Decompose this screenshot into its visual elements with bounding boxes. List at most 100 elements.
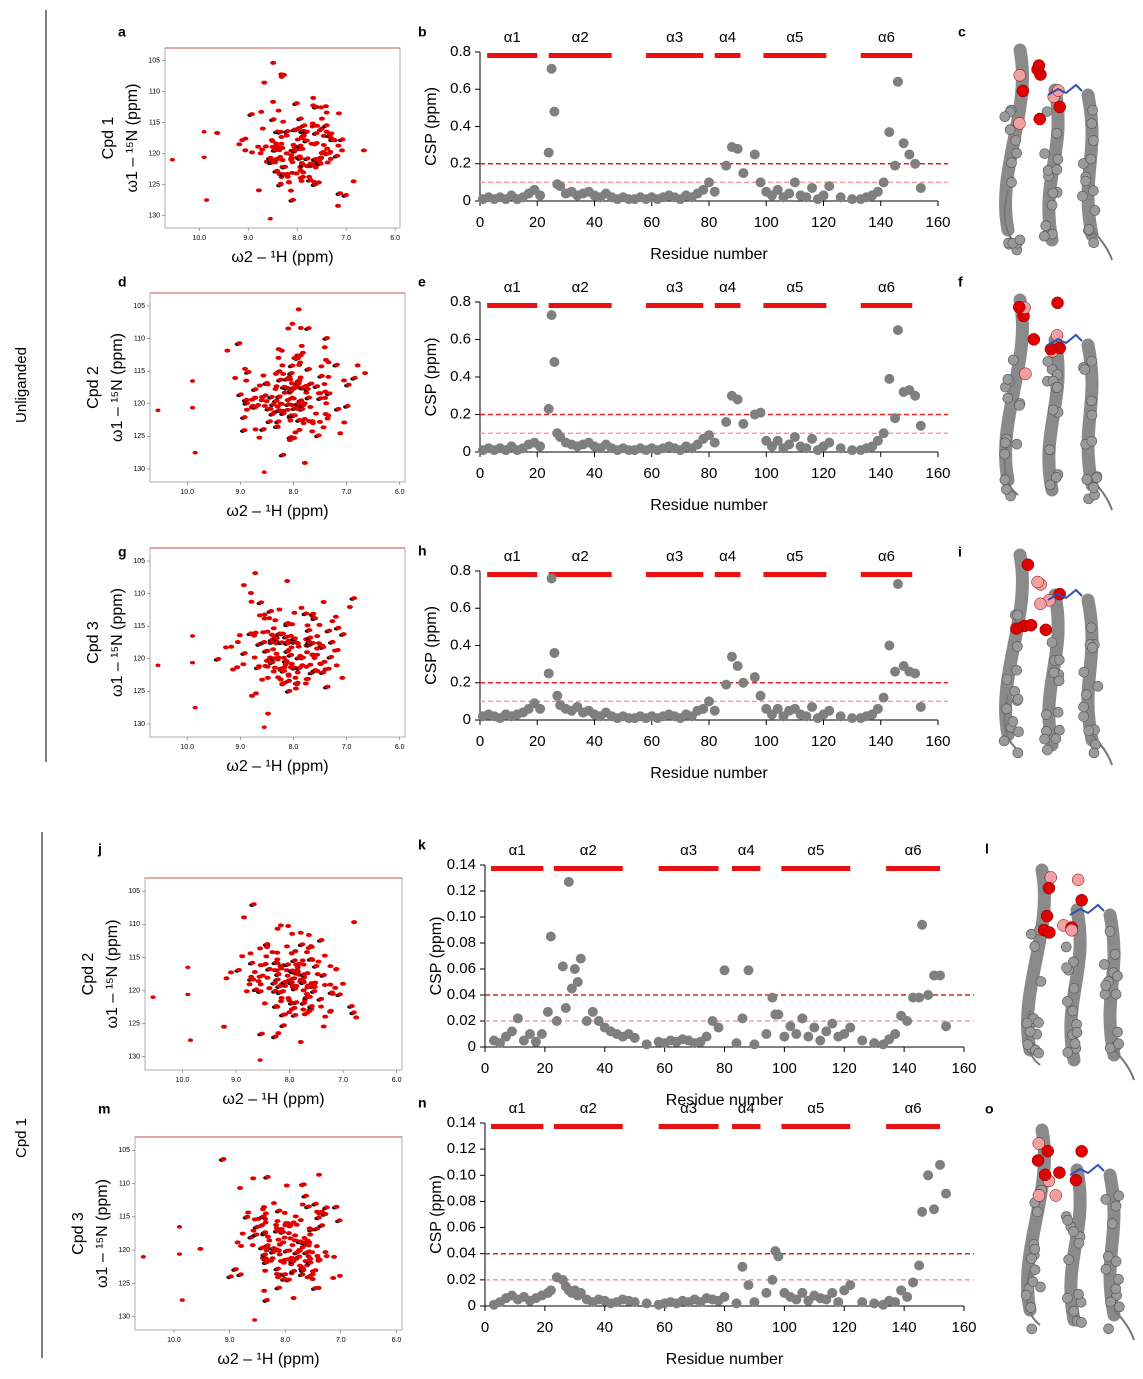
- spectrum-peak: [274, 961, 281, 966]
- spectrum-peak: [289, 968, 296, 973]
- spectrum-peak: [274, 977, 281, 982]
- spectrum-peak: [273, 1004, 280, 1009]
- spectrum-peak: [315, 433, 322, 438]
- data-point: [872, 703, 883, 714]
- group-label: Unliganded: [13, 347, 30, 423]
- spectrum-peak: [294, 137, 301, 142]
- residue-sphere: [1078, 701, 1089, 713]
- spectrum-peak: [291, 1268, 298, 1273]
- spectrum-peak: [278, 141, 285, 146]
- spectrum-peak: [285, 962, 292, 967]
- data-point: [543, 668, 554, 679]
- spectrum-peak: [276, 1208, 283, 1213]
- spectrum-peak: [280, 1023, 287, 1028]
- spectrum-peak: [314, 634, 321, 639]
- perturbed-residue: [1033, 112, 1047, 126]
- residue-sphere: [1068, 1226, 1079, 1237]
- spectrum-peak: [284, 407, 291, 412]
- data-point: [801, 711, 812, 722]
- x-tick-label: 40: [596, 1319, 613, 1336]
- data-point: [767, 1274, 778, 1285]
- spectrum-peak: [288, 652, 295, 657]
- spectrum-peak: [320, 133, 327, 138]
- spectrum-peak: [284, 385, 291, 390]
- y-tick-label: 0.2: [450, 405, 471, 422]
- helix-bar: [658, 866, 719, 871]
- spectrum-peak: [316, 128, 323, 133]
- spectrum-peak: [296, 427, 303, 432]
- y-tick-label: 105: [128, 888, 140, 895]
- spectrum-peak: [307, 662, 314, 667]
- spectrum-peak: [288, 980, 295, 985]
- spectrum-peak: [189, 660, 196, 665]
- spectrum-peak: [227, 970, 234, 975]
- spectrum-peak: [237, 1186, 244, 1191]
- data-point: [824, 181, 835, 192]
- spectrum-peak: [354, 363, 361, 368]
- data-point: [785, 1021, 796, 1032]
- spectrum-peak: [282, 662, 289, 667]
- spectrum-peak: [304, 985, 311, 990]
- x-tick-label: 140: [868, 733, 893, 750]
- data-point: [833, 1297, 844, 1308]
- spectrum-peak: [300, 385, 307, 390]
- spectrum-peak: [255, 144, 262, 149]
- spectrum-peak: [252, 427, 259, 432]
- spectrum-peak: [288, 645, 295, 650]
- helix-label: α3: [680, 1100, 697, 1117]
- spectrum-peak: [248, 599, 255, 604]
- perturbed-residue: [1031, 575, 1044, 589]
- data-point: [772, 435, 783, 446]
- spectrum-peak: [274, 957, 281, 962]
- perturbed-residue: [1069, 1173, 1083, 1187]
- spectrum-peak: [259, 147, 266, 152]
- spectrum-peak: [286, 688, 293, 693]
- spectrum-peak: [284, 398, 291, 403]
- spectrum-peak: [283, 133, 290, 138]
- spectrum-peak: [197, 1246, 204, 1251]
- data-point: [824, 705, 835, 716]
- residue-sphere: [1051, 382, 1063, 393]
- residue-sphere: [1027, 1276, 1039, 1287]
- spectrum-peak: [248, 974, 255, 979]
- spectrum-peak: [276, 984, 283, 989]
- data-point: [890, 1029, 901, 1039]
- residue-sphere: [1062, 996, 1073, 1007]
- helix-bar: [714, 303, 741, 308]
- data-point: [506, 1026, 517, 1037]
- spectrum-peak: [316, 1257, 323, 1262]
- residue-sphere: [1025, 928, 1037, 940]
- residue-sphere: [1078, 711, 1089, 722]
- y-tick-label: 125: [128, 1020, 140, 1027]
- residue-sphere: [1052, 153, 1064, 165]
- spectrum-peak: [259, 1245, 266, 1250]
- spectrum-peak: [251, 970, 258, 975]
- spectrum-peak: [281, 1210, 288, 1215]
- y-tick-label: 0: [463, 192, 471, 209]
- spectrum-peak: [263, 399, 270, 404]
- y-axis-label: CSP (ppm): [423, 338, 440, 417]
- y-axis-label: CSP (ppm): [428, 1175, 445, 1254]
- spectrum-peak: [280, 1012, 287, 1017]
- helix-bar: [781, 1124, 851, 1129]
- data-point: [914, 1260, 925, 1271]
- spectrum-peak: [284, 973, 291, 978]
- data-point: [546, 310, 557, 321]
- spectrum-peak: [319, 1223, 326, 1228]
- spectrum-peak: [297, 930, 304, 935]
- y-tick-label: 0.8: [450, 293, 471, 310]
- spectrum-peak: [284, 641, 291, 646]
- spectrum-peak: [345, 382, 352, 387]
- spectrum-peak: [301, 123, 308, 128]
- spectrum-peak: [277, 181, 284, 186]
- spectrum-peak: [315, 180, 322, 185]
- residue-sphere: [999, 448, 1010, 460]
- spectrum-peak: [332, 648, 339, 653]
- data-point: [719, 1291, 730, 1302]
- spectrum-peak: [303, 991, 310, 996]
- data-point: [789, 432, 800, 442]
- spectrum-peak: [289, 170, 296, 175]
- spectrum-peak: [310, 103, 317, 108]
- residue-sphere: [999, 474, 1011, 486]
- spectrum-peak: [255, 979, 262, 984]
